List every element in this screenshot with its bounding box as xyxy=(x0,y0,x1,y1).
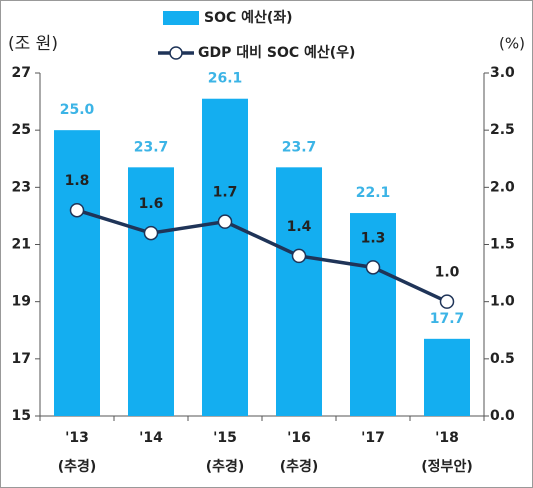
y-axis-label: (조 원) xyxy=(8,34,58,54)
y-tick-label: 17 xyxy=(12,351,31,367)
line-point xyxy=(69,202,85,218)
x-tick-label: '15 xyxy=(213,430,237,446)
y-tick-label: 25 xyxy=(12,122,31,138)
line-point xyxy=(365,260,381,275)
x-tick-note: (정부안) xyxy=(421,458,472,475)
y-tick-label: 27 xyxy=(12,65,31,81)
bar-value-label: 25.0 xyxy=(60,102,95,118)
x-tick-label: '16 xyxy=(287,430,311,446)
bar xyxy=(350,213,396,416)
legend-marker xyxy=(169,46,183,60)
bar xyxy=(276,167,322,416)
bar-value-label: 23.7 xyxy=(134,139,169,155)
bar xyxy=(424,338,470,416)
x-tick-label: '17 xyxy=(361,430,385,446)
y2-tick-label: 1.0 xyxy=(490,294,515,310)
line xyxy=(76,208,448,304)
bar xyxy=(54,130,100,416)
y2-tick-label: 3.0 xyxy=(490,65,515,81)
y2-tick-label: 0.0 xyxy=(490,408,515,424)
line-value-label: 1.4 xyxy=(287,219,312,235)
line-point xyxy=(291,248,307,264)
bar xyxy=(128,167,174,416)
line-point xyxy=(217,214,233,229)
y-tick-label: 15 xyxy=(12,408,31,424)
bar-value-label: 22.1 xyxy=(356,185,391,201)
line-value-label: 1.3 xyxy=(361,230,386,246)
legend-label: GDP 대비 SOC 예산(우) xyxy=(198,44,355,61)
line-value-label: 1.8 xyxy=(65,173,90,189)
legend-label: SOC 예산(좌) xyxy=(204,9,293,26)
x-tick-note: (추경) xyxy=(280,458,319,475)
y-tick-label: 21 xyxy=(12,237,31,253)
x-tick-label: '18 xyxy=(435,430,459,446)
line-value-label: 1.0 xyxy=(435,265,460,281)
y2-tick-label: 2.0 xyxy=(490,179,515,195)
line-value-label: 1.6 xyxy=(139,196,164,212)
line-value-label: 1.7 xyxy=(213,185,238,201)
y2-axis-label: (%) xyxy=(499,35,525,53)
line-point xyxy=(143,225,159,241)
x-tick-note: (추경) xyxy=(58,458,97,475)
x-tick-label: '14 xyxy=(139,430,163,446)
bar-value-label: 23.7 xyxy=(282,139,317,155)
line-point xyxy=(439,294,455,309)
y2-tick-label: 0.5 xyxy=(490,351,515,367)
x-tick-label: '13 xyxy=(65,430,89,446)
y-tick-label: 19 xyxy=(12,294,31,310)
bar-value-label: 17.7 xyxy=(430,311,465,327)
bar-value-label: 26.1 xyxy=(208,71,243,87)
y2-tick-label: 1.5 xyxy=(490,237,515,253)
y-tick-label: 23 xyxy=(12,179,31,195)
x-tick-note: (추경) xyxy=(206,458,245,475)
legend-swatch xyxy=(163,11,199,25)
y2-tick-label: 2.5 xyxy=(490,122,515,138)
bar xyxy=(202,98,248,416)
